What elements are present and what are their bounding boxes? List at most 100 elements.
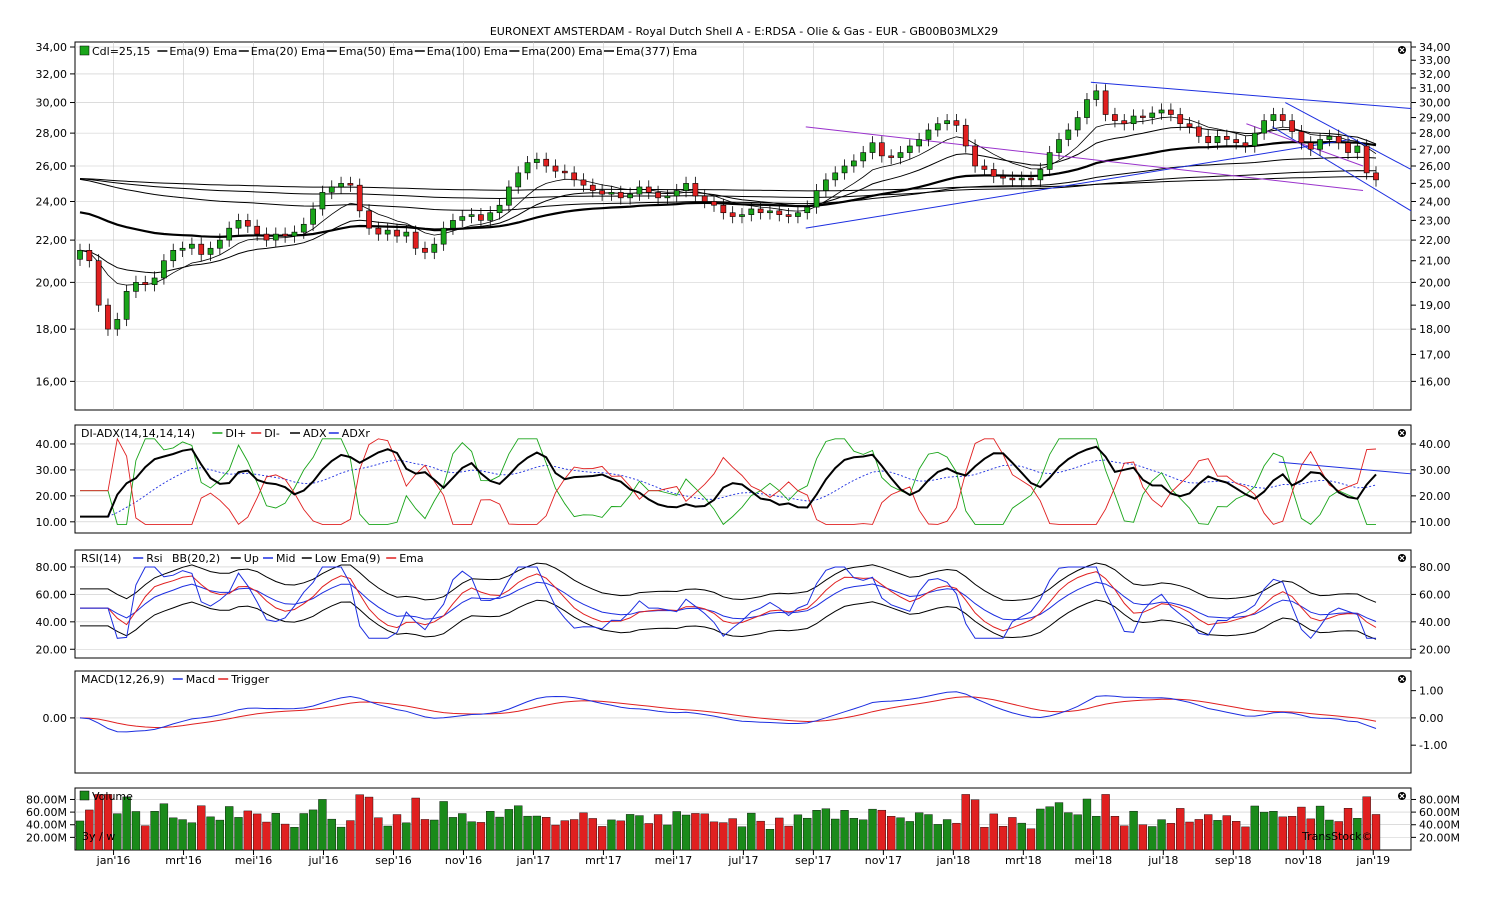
volume-bar <box>495 816 504 851</box>
x-tick-label: nov'18 <box>1285 854 1322 867</box>
price-tick-left: 34,00 <box>36 41 68 54</box>
candle <box>1028 177 1034 181</box>
legend-item: BB(20,2) <box>172 552 220 565</box>
volume-bar <box>998 826 1008 851</box>
volume-bar <box>169 817 178 851</box>
close-dmi-panel-icon[interactable] <box>1398 429 1406 437</box>
tick-right: 30.00 <box>1419 464 1451 477</box>
volume-bar <box>980 827 989 851</box>
rsi-line <box>80 566 1376 640</box>
volume-bar <box>653 814 663 851</box>
candle <box>1121 120 1128 125</box>
candle <box>645 186 652 193</box>
volume-bar <box>430 819 439 851</box>
candle <box>841 165 848 174</box>
candle <box>1373 172 1379 181</box>
candle <box>561 170 568 174</box>
candle <box>1018 177 1025 181</box>
candle <box>1065 129 1072 140</box>
legend-item: RSI(14) <box>81 552 121 565</box>
volume-bar <box>197 805 206 851</box>
volume-bar <box>1166 823 1176 851</box>
candle <box>925 129 932 140</box>
x-tick-label: nov'16 <box>445 854 482 867</box>
volume-bar <box>131 811 141 851</box>
ema-20-line <box>79 126 1377 274</box>
candle <box>1140 115 1146 118</box>
macd-line <box>79 691 1377 733</box>
candle <box>142 282 149 285</box>
volume-bar <box>849 818 859 851</box>
volume-bar <box>1278 816 1287 851</box>
volume-bar <box>914 812 924 851</box>
tick-left: 10.00 <box>36 516 68 529</box>
volume-bar <box>840 810 849 851</box>
candle <box>319 192 326 210</box>
volume-bar <box>113 813 122 851</box>
candle <box>972 145 978 167</box>
candle <box>1307 142 1314 150</box>
candle <box>403 231 410 237</box>
volume-bar <box>868 808 877 851</box>
x-tick-label: mrt'17 <box>585 854 622 867</box>
candle <box>1158 109 1165 114</box>
candle <box>916 139 923 147</box>
volume-bar <box>1138 824 1148 851</box>
volume-bar <box>1101 794 1110 851</box>
candle <box>179 247 186 251</box>
volume-bar <box>1259 811 1269 851</box>
close-price-panel-icon[interactable] <box>1398 46 1406 54</box>
volume-legend-label: Volume <box>92 790 133 803</box>
tick-left: 40.00 <box>36 616 68 629</box>
support-trendline <box>805 139 1351 229</box>
bb-lower-line <box>80 599 1377 640</box>
candle <box>235 220 242 229</box>
candle <box>748 208 755 215</box>
tick-left: 30.00 <box>36 464 68 477</box>
ema-200-line <box>79 170 1377 200</box>
tick-right: 40.00 <box>1419 438 1451 451</box>
price-legend-item: Ema(100) <box>427 45 481 58</box>
candle <box>524 162 531 174</box>
candle <box>627 193 633 199</box>
candle <box>1298 131 1305 144</box>
price-legend-item: Ema(377) <box>616 45 670 58</box>
volume-bar <box>1157 819 1166 851</box>
volume-bar <box>812 810 821 851</box>
volume-bar <box>1287 816 1297 851</box>
candle <box>95 260 102 306</box>
candle <box>328 186 335 193</box>
close-rsi-panel-icon[interactable] <box>1398 554 1406 562</box>
rsi-ema-line <box>80 571 1377 632</box>
volume-bar <box>672 811 681 851</box>
candle <box>1186 123 1193 128</box>
price-legend-item: Ema <box>213 45 237 58</box>
legend-item: ADX <box>303 427 327 440</box>
candle <box>757 208 764 214</box>
price-tick-right: 29,00 <box>1419 112 1451 125</box>
candle <box>1335 136 1342 144</box>
volume-bar <box>1222 815 1231 851</box>
trigger-line <box>79 696 1377 729</box>
resistance-trendline <box>1090 81 1412 109</box>
volume-bar <box>1194 819 1204 851</box>
price-tick-right: 32,00 <box>1419 68 1451 81</box>
candle <box>1233 139 1240 144</box>
x-tick-label: sep'17 <box>795 854 832 867</box>
volume-bar <box>1306 818 1315 851</box>
candle <box>86 250 93 262</box>
price-legend-item: Ema(50) <box>339 45 386 58</box>
close-macd-panel-icon[interactable] <box>1398 675 1406 683</box>
close-volume-panel-icon[interactable] <box>1398 792 1406 800</box>
volume-bar <box>663 824 672 851</box>
legend-item: DI+ <box>225 427 246 440</box>
price-tick-right: 34,00 <box>1419 41 1451 54</box>
volume-bar <box>1315 805 1325 851</box>
legend-item: Ema <box>399 552 423 565</box>
bb-upper-line <box>80 562 1377 603</box>
candle <box>934 123 941 131</box>
candle <box>701 195 708 202</box>
volume-bar <box>1026 828 1036 851</box>
volume-bar <box>1045 806 1054 851</box>
candle <box>282 233 288 237</box>
